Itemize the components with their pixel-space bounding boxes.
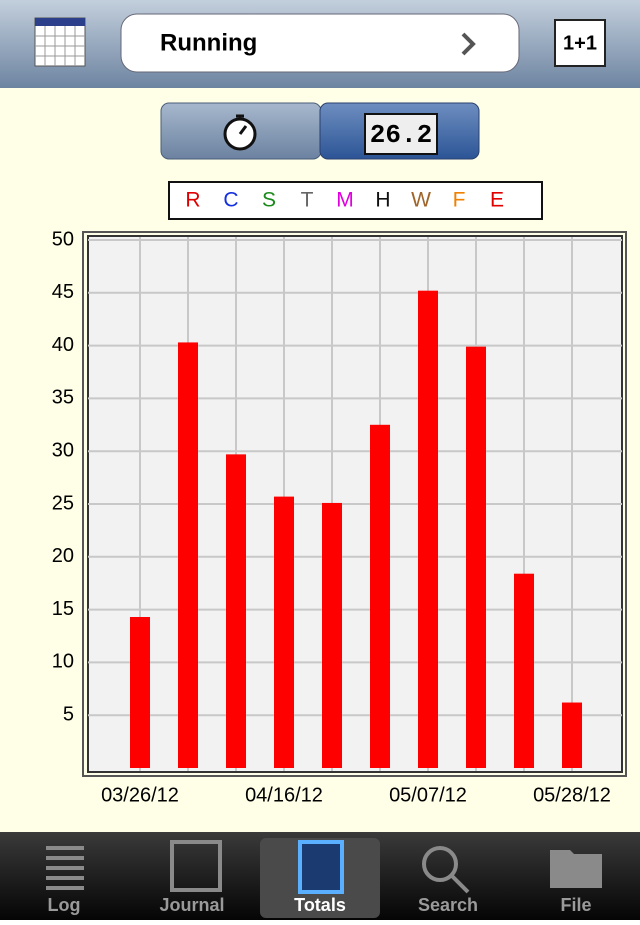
y-tick-label: 10: [52, 651, 74, 673]
filter-letter[interactable]: S: [262, 189, 276, 212]
chart: 5 10 15 20 25 30 35 40 45 50 03/26/12 04/16/12 05/07…: [52, 228, 622, 806]
tab-label[interactable]: Totals: [294, 895, 346, 915]
mode-toggle: 26.2: [160, 102, 480, 160]
calc-button[interactable]: 1+1: [554, 19, 606, 67]
filter-letter[interactable]: C: [223, 189, 238, 212]
y-tick-label: 35: [52, 387, 74, 409]
activity-button[interactable]: Running: [120, 13, 520, 73]
calendar-icon-top: [35, 18, 85, 26]
y-tick-label: 45: [52, 281, 74, 303]
filter-bar: [168, 181, 543, 220]
x-tick-label: 04/16/12: [245, 784, 323, 806]
tab-label[interactable]: File: [560, 895, 591, 915]
filter-letter[interactable]: W: [411, 189, 431, 212]
file-icon: [550, 850, 602, 888]
bar: [274, 496, 294, 768]
chevron: [461, 32, 476, 56]
journal-icon: [170, 840, 222, 892]
filter-letter[interactable]: M: [336, 189, 354, 212]
bar: [562, 702, 582, 768]
filter-letter[interactable]: T: [301, 189, 314, 212]
bar: [418, 290, 438, 768]
y-tick-label: 5: [63, 703, 74, 725]
y-tick-label: 15: [52, 598, 74, 620]
search-handle: [450, 874, 470, 894]
calc-icon: [554, 19, 606, 67]
bar: [466, 346, 486, 768]
x-tick-label: 03/26/12: [101, 784, 179, 806]
log-icon: [46, 846, 84, 890]
calendar-grid: [35, 26, 85, 66]
distance-display: [364, 113, 438, 155]
search-icon: [422, 846, 458, 882]
distance-value: 26.2: [370, 120, 432, 150]
filter-letter[interactable]: R: [185, 189, 200, 212]
filter-letter[interactable]: F: [453, 189, 466, 212]
bar: [370, 424, 390, 768]
stopwatch-hand: [236, 114, 248, 135]
bar: [178, 342, 198, 768]
tabs: Log Journal Totals Search File: [48, 895, 592, 915]
bar: [322, 502, 342, 768]
y-tick-label: 50: [52, 228, 74, 250]
tab-label[interactable]: Log: [48, 895, 81, 915]
y-tick-label: 40: [52, 334, 74, 356]
activity-button-bg: [120, 13, 520, 73]
y-tick-label: 30: [52, 439, 74, 461]
y-tick-label: 20: [52, 545, 74, 567]
activity-title: Running: [160, 29, 257, 56]
tab-icons: [46, 840, 602, 894]
plot-frame-outer: [82, 231, 627, 777]
tab-label[interactable]: Search: [418, 895, 478, 915]
bar: [130, 616, 150, 768]
bar: [226, 454, 246, 768]
filter-letter[interactable]: E: [490, 189, 504, 212]
x-tick-label: 05/07/12: [389, 784, 467, 806]
calendar-button[interactable]: [34, 17, 86, 67]
tab-label[interactable]: Journal: [159, 895, 224, 915]
x-tick-label: 05/28/12: [533, 784, 611, 806]
bar: [514, 573, 534, 768]
filter-letter[interactable]: H: [375, 189, 390, 212]
totals-icon: [298, 840, 344, 894]
calc-label: 1+1: [563, 32, 597, 54]
y-tick-label: 25: [52, 492, 74, 514]
